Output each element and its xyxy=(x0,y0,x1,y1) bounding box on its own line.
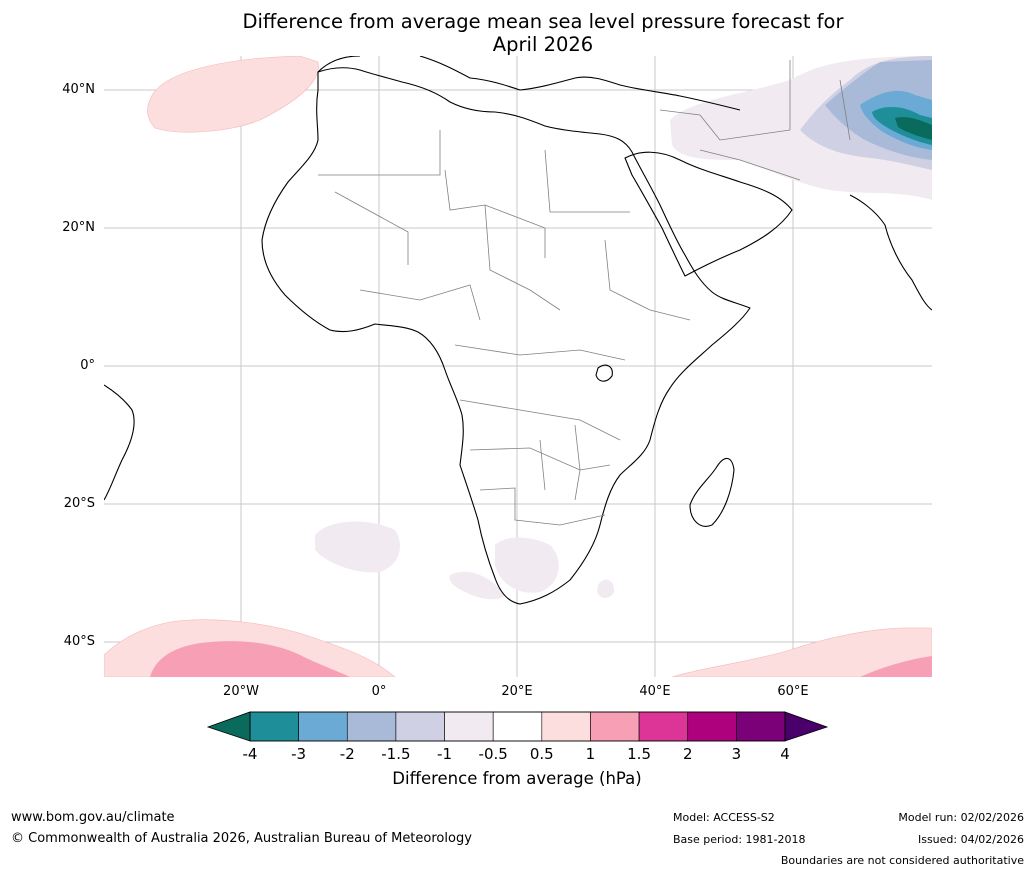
colorbar-segment xyxy=(590,711,640,742)
border-1 xyxy=(318,130,441,176)
border-9 xyxy=(459,399,621,441)
country-borders xyxy=(318,60,851,526)
colorbar-segment xyxy=(687,711,737,742)
lat-label-0: 0° xyxy=(80,358,95,373)
footer-base-period: Base period: 1981-2018 xyxy=(673,833,806,846)
colorbar-tick-label: -2 xyxy=(339,745,355,763)
colorbar-segment xyxy=(298,711,348,742)
border-13 xyxy=(659,109,791,141)
lat-label-40n: 40°N xyxy=(62,82,95,97)
map-title: Difference from average mean sea level p… xyxy=(0,10,1035,56)
anomaly-contours xyxy=(104,56,932,677)
coastlines xyxy=(104,56,932,605)
colorbar-label: Difference from average (hPa) xyxy=(392,769,642,788)
colorbar-segment xyxy=(249,711,299,742)
border-6 xyxy=(604,239,691,321)
footer-disclaimer: Boundaries are not considered authoritat… xyxy=(780,854,1024,867)
colorbar-segment xyxy=(638,711,689,742)
colorbar-tick-label: -1 xyxy=(437,745,453,763)
colorbar-frame xyxy=(249,711,786,742)
colorbar-tick-label: 4 xyxy=(780,745,790,763)
border-10 xyxy=(469,447,611,471)
footer-copyright: © Commonwealth of Australia 2026, Austra… xyxy=(11,831,472,846)
anomaly-southern-ocean-west-strong xyxy=(150,641,350,677)
india-coastline xyxy=(849,194,932,311)
colorbar-segments xyxy=(249,711,786,742)
mediterranean-north-coast xyxy=(317,56,741,111)
colorbar-segment xyxy=(736,711,786,742)
lon-label-20e: 20°E xyxy=(501,684,533,699)
colorbar-segment xyxy=(444,711,494,742)
border-12 xyxy=(539,424,581,501)
colorbar-segment xyxy=(395,711,445,742)
footer-issued: Issued: 04/02/2026 xyxy=(917,833,1024,846)
border-14 xyxy=(699,149,801,181)
title-line-1: Difference from average mean sea level p… xyxy=(242,10,844,33)
anomaly-southern-africa xyxy=(495,537,559,593)
colorbar-tick-label: 2 xyxy=(682,745,693,763)
title-line-2: April 2026 xyxy=(492,33,594,56)
anomaly-asia-5 xyxy=(895,117,932,140)
border-2 xyxy=(334,191,409,265)
colorbar-tick-label: -4 xyxy=(242,745,258,763)
lat-label-20s: 20°S xyxy=(63,496,95,511)
footer-model: Model: ACCESS-S2 xyxy=(673,811,775,824)
arabia-coastline xyxy=(624,151,793,277)
lat-label-40s: 40°S xyxy=(63,634,95,649)
lat-label-20n: 20°N xyxy=(62,220,95,235)
anomaly-north-atlantic xyxy=(147,56,319,133)
colorbar-tick-label: 1.5 xyxy=(627,745,651,763)
colorbar-tick-label: 1 xyxy=(585,745,596,763)
border-11 xyxy=(479,487,606,526)
colorbar-tick-label: 3 xyxy=(731,745,742,763)
footer-url: www.bom.gov.au/climate xyxy=(11,810,175,825)
border-7 xyxy=(359,284,481,321)
lon-label-0: 0° xyxy=(371,684,387,699)
lon-label-40e: 40°E xyxy=(639,684,671,699)
colorbar-segment xyxy=(346,711,397,742)
africa-coastline xyxy=(261,67,751,605)
colorbar-segment xyxy=(541,711,591,742)
border-4 xyxy=(544,149,630,213)
map-canvas xyxy=(104,56,932,677)
colorbar-tick-label: -3 xyxy=(291,745,307,763)
lake-victoria xyxy=(595,364,613,382)
madagascar-coastline xyxy=(689,457,735,527)
border-15 xyxy=(789,60,851,141)
footer-model-run: Model run: 02/02/2026 xyxy=(898,811,1024,824)
south-america-coastline xyxy=(104,384,135,501)
colorbar-tick-label: 0.5 xyxy=(529,745,554,763)
colorbar-high-extend xyxy=(784,711,829,742)
border-5 xyxy=(484,204,561,311)
anomaly-cape-west xyxy=(449,571,505,600)
colorbar-tick-label: -1.5 xyxy=(381,745,411,763)
anomaly-southern-ocean-east xyxy=(671,627,932,677)
lon-label-60e: 60°E xyxy=(777,684,809,699)
anomaly-southern-ocean-east-strong xyxy=(860,656,932,677)
anomaly-south-atlantic xyxy=(315,521,400,573)
colorbar-segment xyxy=(492,711,543,742)
anomaly-madagascar-south xyxy=(597,579,615,598)
colorbar-tick-label: -0.5 xyxy=(478,745,508,763)
border-8 xyxy=(454,344,626,361)
lon-label-20w: 20°W xyxy=(223,684,259,699)
colorbar-low-extend xyxy=(206,711,251,742)
